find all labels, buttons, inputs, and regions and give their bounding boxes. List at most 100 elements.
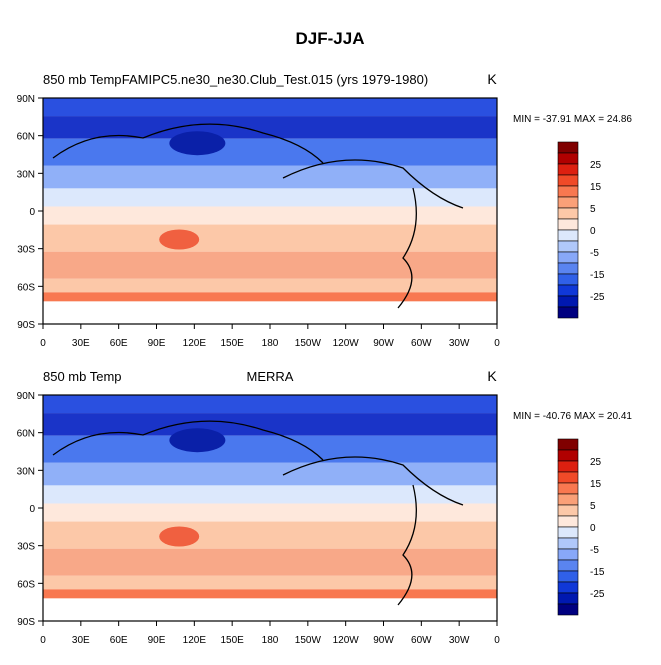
- map-field: [43, 98, 497, 117]
- map-field: [43, 548, 497, 576]
- y-tick-label: 0: [29, 207, 35, 218]
- x-tick-label: 60E: [110, 635, 128, 646]
- x-tick-label: 0: [494, 338, 500, 349]
- map-field: [43, 575, 497, 590]
- x-tick-label: 30E: [72, 635, 90, 646]
- map-field: [43, 188, 497, 207]
- map-field: [43, 301, 497, 324]
- y-tick-label: 60S: [17, 282, 35, 293]
- panel-units: K: [487, 71, 497, 87]
- land-mask: [159, 526, 200, 547]
- coastline: [52, 123, 464, 309]
- colorbar-box: [557, 284, 579, 297]
- x-tick-label: 150W: [295, 338, 322, 349]
- x-tick-label: 60W: [411, 635, 432, 646]
- x-tick-label: 150W: [295, 635, 322, 646]
- y-tick-label: 90N: [17, 94, 35, 105]
- colorbar-box: [557, 207, 579, 220]
- colorbar-box: [557, 493, 579, 506]
- colorbar-box: [557, 141, 579, 154]
- x-tick-label: 0: [40, 338, 46, 349]
- colorbar-box: [557, 570, 579, 583]
- x-tick-label: 150E: [220, 338, 244, 349]
- colorbar-label: -15: [590, 270, 605, 281]
- colorbar-label: 25: [590, 457, 602, 468]
- land-mask: [169, 428, 226, 453]
- colorbar-box: [557, 537, 579, 550]
- map-field: [43, 206, 497, 225]
- colorbar-box: [557, 218, 579, 231]
- colorbar-box: [557, 273, 579, 286]
- colorbar-box: [557, 185, 579, 198]
- y-tick-label: 0: [29, 504, 35, 515]
- colorbar-box: [557, 251, 579, 264]
- map-field: [43, 138, 497, 166]
- colorbar-box: [557, 482, 579, 495]
- y-tick-label: 60N: [17, 132, 35, 143]
- y-tick-label: 60S: [17, 579, 35, 590]
- map-field: [43, 251, 497, 279]
- colorbar-label: -15: [590, 567, 605, 578]
- map-field: [43, 598, 497, 621]
- map-field: [43, 435, 497, 463]
- colorbar-box: [557, 229, 579, 242]
- x-tick-label: 30W: [449, 635, 470, 646]
- colorbar-box: [557, 515, 579, 528]
- x-tick-label: 90E: [148, 635, 166, 646]
- colorbar-label: 15: [590, 479, 602, 490]
- map-field: [43, 589, 497, 599]
- y-tick-label: 60N: [17, 429, 35, 440]
- x-tick-label: 30E: [72, 338, 90, 349]
- colorbar-box: [557, 603, 579, 616]
- colorbar-box: [557, 262, 579, 275]
- colorbar-box: [557, 460, 579, 473]
- x-tick-label: 60E: [110, 338, 128, 349]
- panel-stats: MIN = -37.91 MAX = 24.86: [513, 114, 632, 125]
- panel-center-title: FAMIPC5.ne30_ne30.Club_Test.015 (yrs 197…: [122, 72, 428, 87]
- colorbar-box: [557, 152, 579, 165]
- colorbar-box: [557, 174, 579, 187]
- map-field: [43, 292, 497, 302]
- x-tick-label: 120W: [333, 635, 360, 646]
- coastline: [52, 420, 464, 606]
- colorbar-label: -25: [590, 589, 605, 600]
- map-field: [43, 224, 497, 252]
- y-tick-label: 90N: [17, 391, 35, 402]
- x-tick-label: 0: [494, 635, 500, 646]
- colorbar-box: [557, 196, 579, 209]
- x-tick-label: 30W: [449, 338, 470, 349]
- colorbar-box: [557, 449, 579, 462]
- colorbar-box: [557, 504, 579, 517]
- colorbar-box: [557, 163, 579, 176]
- colorbar-label: 0: [590, 226, 596, 237]
- map-field: [43, 165, 497, 189]
- x-tick-label: 90W: [373, 635, 394, 646]
- colorbar-box: [557, 581, 579, 594]
- colorbar-label: -5: [590, 248, 599, 259]
- x-tick-label: 60W: [411, 338, 432, 349]
- colorbar-box: [557, 438, 579, 451]
- panel-center-title: MERRA: [247, 369, 294, 384]
- figure-title: DJF-JJA: [296, 29, 365, 48]
- x-tick-label: 90W: [373, 338, 394, 349]
- colorbar-label: 5: [590, 204, 596, 215]
- y-tick-label: 30N: [17, 169, 35, 180]
- map-field: [43, 485, 497, 504]
- map-field: [43, 503, 497, 522]
- y-tick-label: 90S: [17, 320, 35, 331]
- colorbar-box: [557, 548, 579, 561]
- x-tick-label: 180: [262, 338, 279, 349]
- y-tick-label: 30S: [17, 542, 35, 553]
- land-mask: [159, 229, 200, 250]
- x-tick-label: 90E: [148, 338, 166, 349]
- panel-left-title: 850 mb Temp: [43, 369, 122, 384]
- colorbar-box: [557, 592, 579, 605]
- colorbar-label: -5: [590, 545, 599, 556]
- x-tick-label: 120E: [183, 338, 207, 349]
- colorbar-box: [557, 526, 579, 539]
- colorbar-label: 0: [590, 523, 596, 534]
- x-tick-label: 120E: [183, 635, 207, 646]
- colorbar-box: [557, 240, 579, 253]
- y-tick-label: 30N: [17, 466, 35, 477]
